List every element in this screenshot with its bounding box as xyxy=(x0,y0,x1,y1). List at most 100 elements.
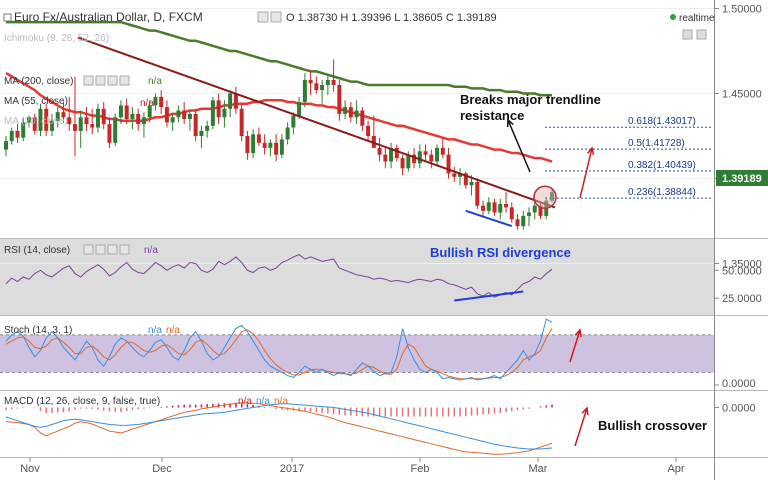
candle-body xyxy=(366,125,371,136)
macd-signal-line xyxy=(5,402,553,455)
x-tick-label: Feb xyxy=(411,463,430,475)
candle-body xyxy=(182,110,187,119)
stoch-tick-label: 0.0000 xyxy=(722,378,756,390)
candle-body xyxy=(113,117,118,143)
symbol-title: Euro Fx/Australian Dollar, D, FXCM xyxy=(14,10,203,24)
stoch-d-value: n/a xyxy=(166,325,180,336)
candle-body xyxy=(348,107,353,118)
macd-line-value: n/a xyxy=(256,396,270,407)
macd-signal-value: n/a xyxy=(274,396,288,407)
candle-body xyxy=(274,142,279,155)
candle-body xyxy=(245,136,250,153)
candle-body xyxy=(38,108,43,131)
candle-body xyxy=(331,79,336,85)
candle-body xyxy=(164,107,169,123)
last-price-value: 1.39189 xyxy=(722,173,762,185)
study-legend-ichimoku: Ichimoku (9, 26, 52, 26) xyxy=(4,33,109,44)
candle-body xyxy=(26,117,31,123)
fib-level-label: 0.382(1.40439) xyxy=(628,160,696,171)
candle-body xyxy=(492,202,497,213)
rsi-settings-icons[interactable] xyxy=(83,244,130,255)
bullish-arrow-stoch xyxy=(569,329,581,363)
macd-line xyxy=(5,403,553,450)
candle-body xyxy=(291,115,296,128)
candle-body xyxy=(550,192,554,201)
ma200-settings-icons[interactable] xyxy=(83,75,130,86)
collapse-icon[interactable] xyxy=(3,13,12,22)
candle-body xyxy=(417,151,422,164)
breakout-highlight-circle xyxy=(533,185,557,209)
bullish-arrow-price xyxy=(579,147,593,199)
study-legend-ma20: MA (20, close) xyxy=(4,116,68,127)
candle-body xyxy=(141,117,146,125)
header-settings-icons[interactable] xyxy=(257,11,282,23)
fib-level-label: 0.618(1.43017) xyxy=(628,116,696,127)
candle-body xyxy=(32,117,37,131)
candle-body xyxy=(383,154,388,162)
candle-body xyxy=(72,124,77,131)
candle-body xyxy=(67,117,72,125)
candle-body xyxy=(95,108,100,128)
rsi-legend: RSI (14, close) xyxy=(4,245,70,256)
candle-body xyxy=(118,105,123,118)
candle-body xyxy=(446,154,451,174)
bullish-arrow-macd xyxy=(574,407,588,447)
x-tick-label: Nov xyxy=(20,463,40,475)
candle-body xyxy=(124,105,129,119)
annotation-breaks-trendline: Breaks major trendline xyxy=(460,92,601,107)
macd-tick-label: 0.0000 xyxy=(722,403,756,415)
candles-layer xyxy=(4,59,554,230)
price-tick-label: 1.35000 xyxy=(722,259,762,271)
candle-body xyxy=(377,147,382,155)
price-tick-label: 1.45000 xyxy=(722,89,762,101)
annotation-resistance: resistance xyxy=(460,108,524,123)
candle-body xyxy=(101,108,106,125)
x-tick-label: Mar xyxy=(529,463,548,475)
ma200-value: n/a xyxy=(148,76,162,87)
candle-body xyxy=(107,124,112,143)
candle-body xyxy=(90,124,95,128)
candle-body xyxy=(509,207,514,220)
candle-body xyxy=(170,117,175,123)
ohlc-values: O 1.38730 H 1.39396 L 1.38605 C 1.39189 xyxy=(286,12,497,24)
candle-body xyxy=(354,110,359,118)
rsi-divergence-line xyxy=(454,290,524,302)
macd-hist-value: n/a xyxy=(238,396,252,407)
candle-body xyxy=(475,181,480,206)
candle-body xyxy=(147,105,152,118)
stoch-overbought-oversold-band xyxy=(0,334,714,373)
candle-body xyxy=(268,142,273,148)
candle-body xyxy=(228,93,233,109)
candle-body xyxy=(314,83,319,91)
candle-body xyxy=(61,112,66,118)
candle-body xyxy=(21,122,26,138)
candle-body xyxy=(435,147,440,162)
candle-body xyxy=(429,154,434,162)
candle-body xyxy=(136,113,141,125)
candle-body xyxy=(320,85,325,91)
chart-menu-icons[interactable] xyxy=(682,29,707,40)
stoch-band-layer xyxy=(0,334,714,373)
candle-body xyxy=(463,173,468,186)
candle-body xyxy=(176,110,181,118)
support-line xyxy=(465,209,513,228)
candle-body xyxy=(78,117,83,131)
candle-body xyxy=(389,147,394,162)
candle-body xyxy=(216,100,221,118)
study-legend-ma55: MA (55, close) xyxy=(4,96,68,107)
candle-body xyxy=(343,107,348,114)
candle-body xyxy=(521,215,526,227)
candle-body xyxy=(222,108,227,118)
bullish-arrow-stoch-head xyxy=(574,328,582,338)
candle-body xyxy=(187,113,192,119)
candle-body xyxy=(199,130,204,136)
realtime-dot-icon xyxy=(670,14,676,20)
candle-body xyxy=(130,113,135,119)
candle-body xyxy=(279,139,284,155)
x-tick-label: 2017 xyxy=(280,463,304,475)
candle-body xyxy=(239,108,244,136)
candle-body xyxy=(498,204,503,213)
fib-level-label: 0.5(1.41728) xyxy=(628,138,685,149)
x-tick-label: Dec xyxy=(152,463,172,475)
candle-body xyxy=(400,158,405,169)
